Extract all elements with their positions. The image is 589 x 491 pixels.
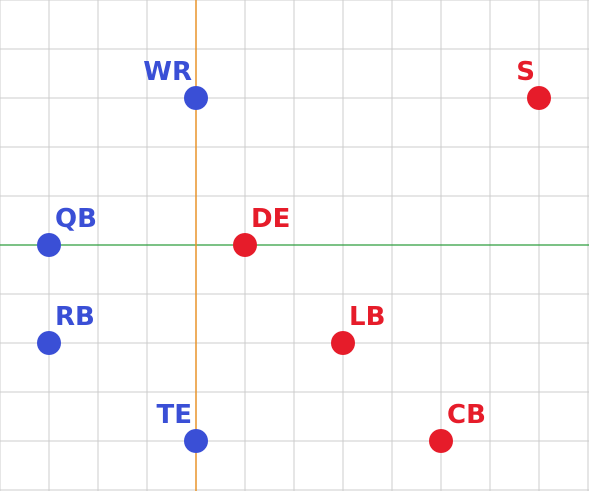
player-label: QB (55, 204, 97, 234)
player-marker (37, 233, 61, 257)
player-label: CB (447, 400, 486, 430)
player-de: DE (233, 204, 290, 257)
player-rb: RB (37, 302, 95, 355)
player-wr: WR (143, 57, 208, 110)
player-marker (527, 86, 551, 110)
player-marker (429, 429, 453, 453)
player-te: TE (157, 400, 208, 453)
player-qb: QB (37, 204, 97, 257)
player-marker (331, 331, 355, 355)
player-marker (184, 429, 208, 453)
player-marker (233, 233, 257, 257)
player-marker (184, 86, 208, 110)
player-marker (37, 331, 61, 355)
players-layer: WR QB RB TE S DE LB CB (37, 57, 551, 453)
player-label: TE (157, 400, 193, 430)
player-label: LB (349, 302, 385, 332)
player-lb: LB (331, 302, 385, 355)
player-label: S (516, 57, 535, 87)
player-label: WR (143, 57, 192, 87)
player-cb: CB (429, 400, 486, 453)
player-label: DE (251, 204, 290, 234)
player-label: RB (55, 302, 95, 332)
player-s: S (516, 57, 551, 110)
